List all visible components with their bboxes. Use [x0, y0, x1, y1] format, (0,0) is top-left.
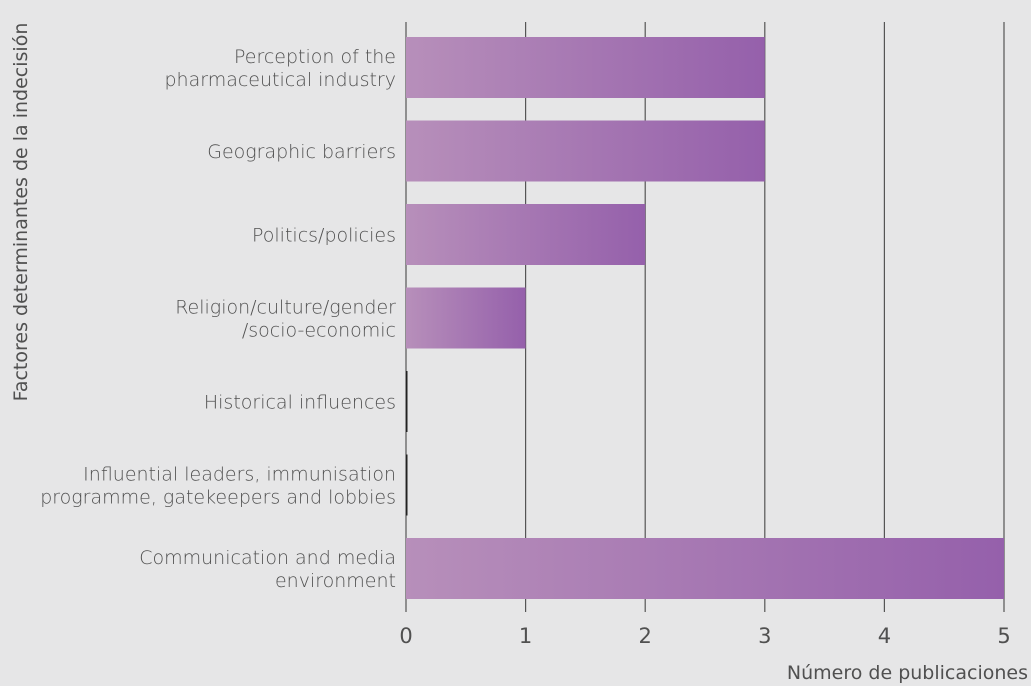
category-labels: Perception of the pharmaceutical industry… — [40, 46, 396, 592]
bar — [406, 454, 408, 516]
bars — [406, 37, 1004, 599]
x-tick-labels: 0 1 2 3 4 5 — [399, 624, 1010, 648]
x-tick-label: 2 — [639, 624, 652, 648]
category-label: Perception of the pharmaceutical industry — [164, 46, 396, 91]
x-tick-label: 4 — [878, 624, 891, 648]
y-axis-title: Factores determinantes de la indecisión — [10, 23, 32, 402]
x-tick-label: 5 — [997, 624, 1010, 648]
category-label: Religion/culture/gender/socio-economic — [175, 297, 396, 342]
bar — [406, 120, 765, 182]
bar — [406, 37, 765, 98]
category-label: Communication and media environment — [139, 547, 396, 592]
category-label: Geographic barriers — [207, 141, 396, 163]
category-label: Politics/policies — [252, 225, 396, 247]
bar — [406, 204, 646, 265]
category-label: Influential leaders, immunisation program… — [40, 464, 396, 509]
bar — [406, 287, 526, 349]
bar — [406, 371, 408, 432]
x-tick-label: 1 — [519, 624, 532, 648]
x-tick-label: 3 — [758, 624, 771, 648]
bar — [406, 538, 1004, 599]
x-axis-title: Número de publicaciones — [787, 662, 1028, 684]
category-label: Historical influences — [204, 392, 396, 414]
x-tick-label: 0 — [399, 624, 412, 648]
